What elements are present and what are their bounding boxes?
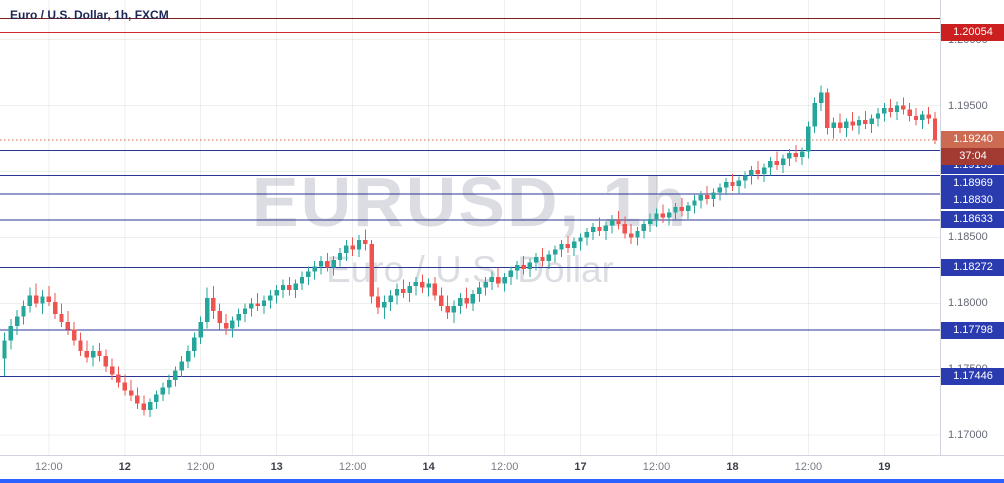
- price-tick-label: 1.18500: [948, 231, 988, 244]
- price-tick-label: 1.17000: [948, 429, 988, 442]
- price-tick-label: 1.18000: [948, 297, 988, 310]
- last-price-badge: 1.19240: [941, 131, 1004, 149]
- time-axis-label: 12:00: [642, 461, 671, 473]
- bottom-accent-bar: [0, 479, 1004, 483]
- candlestick-plot: [0, 0, 940, 455]
- level-price-badge: 1.17446: [941, 367, 1004, 385]
- countdown-badge: 37:04: [941, 148, 1004, 166]
- level-price-badge: 1.18969: [941, 175, 1004, 192]
- time-axis-label: 12: [118, 461, 131, 473]
- time-axis-label: 12:00: [794, 461, 823, 473]
- time-axis[interactable]: 12:00 12 12:00 13 12:00 14 12:00 17 12:00 18 12:00…: [0, 455, 1004, 480]
- time-axis-label: 17: [574, 461, 587, 473]
- chart-surface[interactable]: EURUSD, 1h Euro / U.S. Dollar Euro / U.S…: [0, 0, 940, 455]
- level-price-badge: 1.18633: [941, 211, 1004, 229]
- level-price-badge: 1.20054: [941, 23, 1004, 41]
- time-axis-label: 12:00: [338, 461, 367, 473]
- time-axis-label: 14: [422, 461, 435, 473]
- price-tick-label: 1.19500: [948, 99, 988, 112]
- time-axis-label: 19: [878, 461, 891, 473]
- level-price-badge: 1.18272: [941, 259, 1004, 276]
- time-axis-label: 13: [270, 461, 283, 473]
- time-axis-label: 12:00: [35, 461, 63, 473]
- time-axis-label: 18: [726, 461, 739, 473]
- time-axis-label: 12:00: [186, 461, 215, 473]
- time-axis-label: 12:00: [490, 461, 519, 473]
- symbol-legend[interactable]: Euro / U.S. Dollar, 1h, FXCM: [10, 8, 169, 22]
- level-price-badge: 1.17798: [941, 321, 1004, 339]
- level-price-badge: 1.18830: [941, 192, 1004, 210]
- price-axis[interactable]: 1.200001.195001.185001.180001.175001.170…: [940, 0, 1004, 455]
